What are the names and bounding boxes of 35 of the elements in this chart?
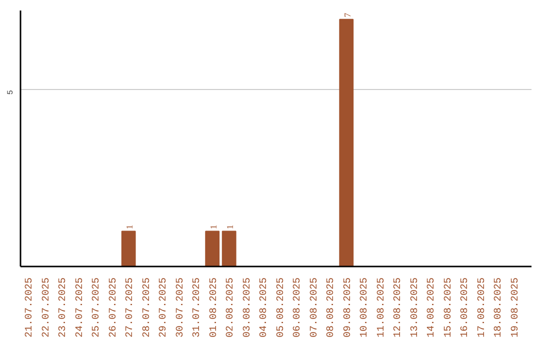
x-tick-label: 11.08.2025 [376,277,388,338]
x-tick-label: 23.07.2025 [58,277,70,338]
x-tick-label: 15.08.2025 [443,277,454,338]
x-tick-label: 10.08.2025 [360,277,371,338]
x-tick-label: 12.08.2025 [393,277,404,338]
data-label: 1 [225,224,236,230]
x-tick-label: 03.08.2025 [242,277,254,338]
x-tick-label: 19.08.2025 [510,277,522,338]
x-tick-label: 14.08.2025 [426,277,438,338]
x-tick-label: 13.08.2025 [410,277,421,338]
x-tick-label: 02.08.2025 [226,277,237,338]
x-tick-label: 06.08.2025 [292,277,304,338]
x-tick-label: 30.07.2025 [175,277,186,338]
x-tick-label: 25.07.2025 [92,277,103,338]
x-tick-label: 26.07.2025 [108,277,120,338]
x-tick-label: 09.08.2025 [342,277,354,338]
x-tick-label: 24.07.2025 [74,277,86,338]
data-label: 7 [342,12,352,18]
x-tick-label: 05.08.2025 [276,277,287,338]
x-tick-label: 16.08.2025 [460,277,472,338]
data-label: 1 [124,224,135,230]
x-tick-label: 28.07.2025 [142,277,153,338]
y-tick-label: 5 [6,90,16,95]
x-tick-label: 21.07.2025 [24,277,36,338]
x-tick-label: 17.08.2025 [476,277,488,338]
x-tick-label: 29.07.2025 [158,277,170,338]
x-tick-label: 07.08.2025 [309,277,320,338]
x-tick-label: 08.08.2025 [326,277,338,338]
x-tick-label: 22.07.2025 [41,277,52,338]
x-tick-label: 27.07.2025 [125,277,136,338]
x-tick-label: 01.08.2025 [208,277,220,338]
x-tick-label: 04.08.2025 [259,277,270,338]
x-tick-label: 18.08.2025 [494,277,505,338]
x-tick-label: 31.07.2025 [192,277,204,338]
data-label: 1 [208,224,218,230]
